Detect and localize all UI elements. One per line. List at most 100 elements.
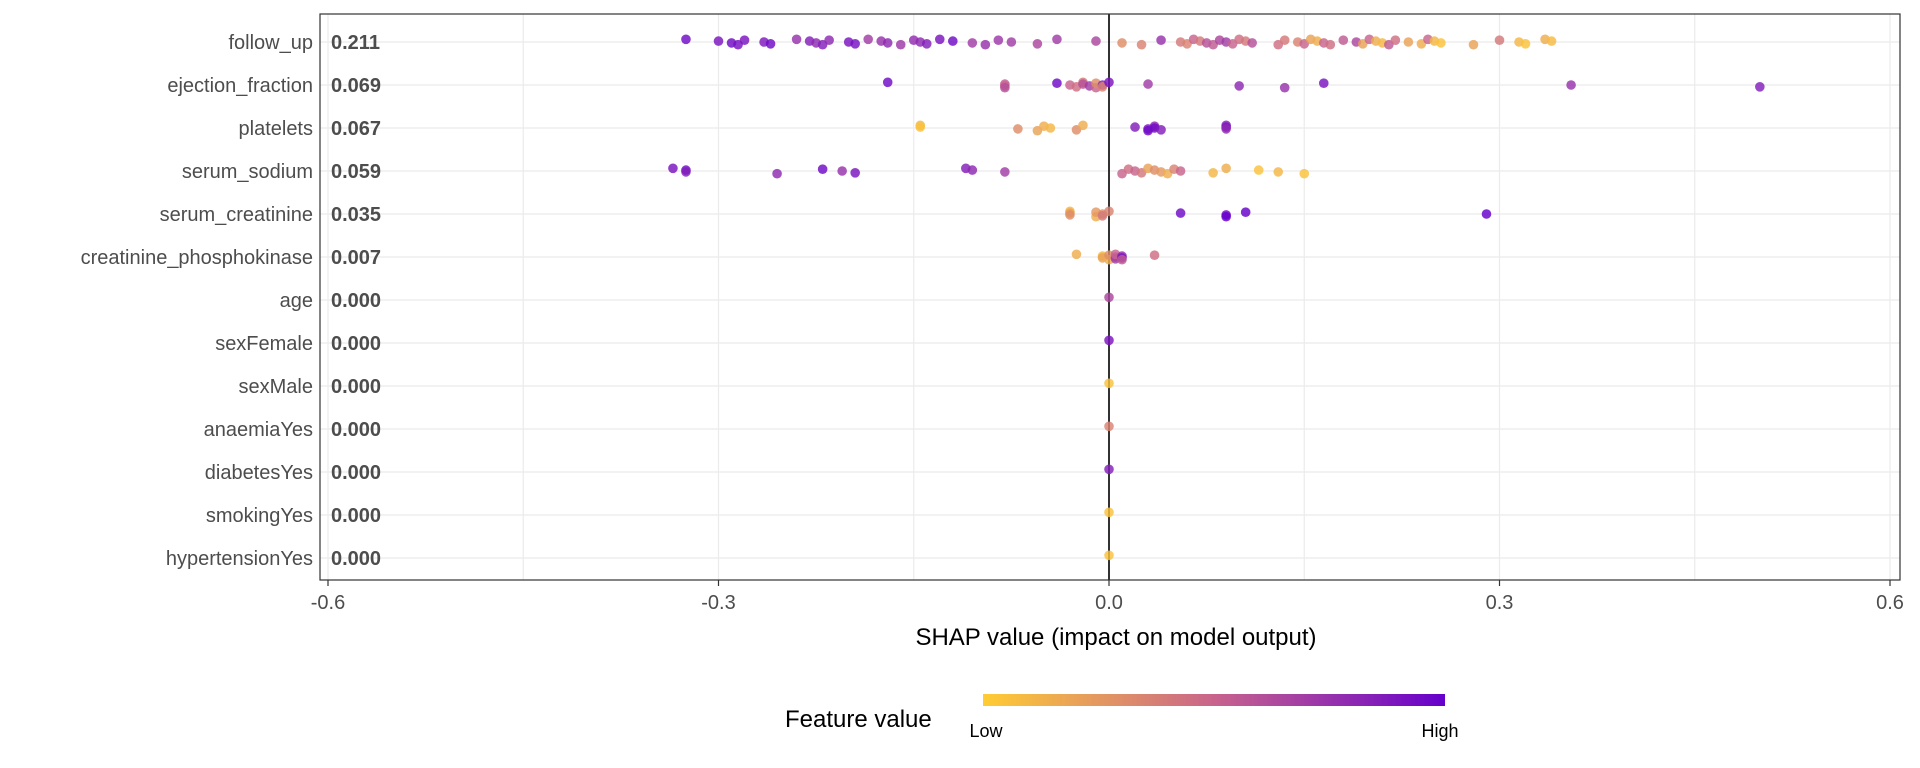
shap-point [1299, 168, 1310, 179]
shap-point [1000, 167, 1010, 177]
feature-label: ejection_fraction [167, 75, 313, 97]
shap-point [1104, 335, 1114, 346]
shap-point [1520, 39, 1531, 49]
shap-point [681, 167, 691, 177]
shap-point [1078, 120, 1088, 131]
shap-point [824, 35, 834, 45]
feature-label: anaemiaYes [204, 419, 313, 441]
shap-point [895, 39, 906, 50]
shap-point [1221, 124, 1231, 134]
feature-label: platelets [239, 118, 314, 140]
shap-point [1104, 77, 1114, 88]
shap-point [1279, 35, 1290, 45]
mean-abs-label: 0.000 [331, 376, 381, 398]
mean-values-layer: 0.211 0.069 0.067 0.059 0.035 0.007 0.000 0.000… [331, 32, 381, 570]
x-axis-label: SHAP value (impact on model output) [915, 624, 1316, 651]
shap-point [1104, 464, 1114, 475]
shap-point [1052, 34, 1062, 45]
shap-point [668, 163, 678, 174]
shap-point [713, 36, 724, 46]
shap-point [1175, 166, 1186, 176]
shap-point [1481, 209, 1492, 219]
x-tick-label: 0.0 [1095, 592, 1123, 614]
shap-point [1494, 35, 1505, 45]
shap-point [1221, 211, 1231, 222]
shap-point [882, 38, 893, 48]
shap-point [1175, 208, 1186, 218]
mean-abs-label: 0.000 [331, 505, 381, 527]
mean-abs-label: 0.059 [331, 161, 381, 183]
shap-point [1104, 421, 1114, 432]
shap-point [1325, 39, 1336, 50]
mean-abs-label: 0.000 [331, 462, 381, 484]
feature-label: follow_up [228, 32, 313, 54]
feature-label: hypertensionYes [166, 548, 313, 570]
shap-point [1318, 78, 1329, 88]
feature-label: diabetesYes [205, 462, 313, 484]
x-ticks-layer: -0.6 -0.3 0.0 0.3 0.6 [311, 580, 1904, 614]
shap-point [1156, 125, 1166, 135]
shap-point [1234, 81, 1244, 91]
legend-high-label: High [1421, 721, 1458, 741]
shap-point [850, 168, 860, 178]
mean-abs-label: 0.211 [331, 32, 380, 54]
points-layer [668, 34, 1765, 561]
mean-abs-label: 0.000 [331, 548, 381, 570]
shap-point [1104, 550, 1114, 561]
shap-point [739, 35, 750, 45]
shap-point [1032, 39, 1043, 49]
shap-point [1221, 163, 1231, 174]
shap-point [934, 34, 945, 45]
shap-point [765, 39, 776, 49]
shap-point [1390, 35, 1401, 45]
shap-point [817, 164, 828, 174]
legend: Feature value Low High [785, 694, 1459, 741]
shap-point [1149, 250, 1160, 260]
shap-point [980, 39, 991, 50]
shap-point [863, 34, 873, 45]
shap-point [1755, 82, 1765, 92]
mean-abs-label: 0.000 [331, 290, 381, 312]
x-tick-label: -0.3 [701, 592, 735, 614]
feature-labels-layer: follow_up ejection_fraction platelets serum… [81, 32, 313, 570]
mean-abs-label: 0.067 [331, 118, 381, 140]
shap-point [1240, 207, 1251, 217]
feature-label: creatinine_phosphokinase [81, 247, 313, 269]
shap-point [882, 77, 893, 88]
legend-color-bar [983, 694, 1445, 706]
shap-point [1253, 165, 1264, 175]
shap-point [1279, 82, 1290, 93]
shap-point [1104, 206, 1114, 217]
shap-point [1104, 507, 1114, 518]
plot-panel-border [319, 13, 1901, 581]
shap-point [1045, 123, 1056, 133]
shap-point [921, 39, 932, 49]
feature-label: smokingYes [206, 505, 313, 527]
x-tick-label: 0.3 [1486, 592, 1514, 614]
mean-abs-label: 0.069 [331, 75, 381, 97]
shap-point [1403, 37, 1414, 47]
feature-label: serum_sodium [182, 161, 313, 183]
shap-point [948, 36, 958, 46]
shap-point [1006, 37, 1017, 47]
shap-point [967, 38, 978, 48]
shap-point [1065, 210, 1075, 220]
mean-abs-label: 0.000 [331, 419, 381, 441]
shap-point [1104, 378, 1114, 389]
shap-point [1273, 167, 1284, 177]
shap-point [1143, 79, 1153, 89]
feature-label: serum_creatinine [160, 204, 313, 226]
mean-abs-label: 0.000 [331, 333, 381, 355]
shap-point [1013, 124, 1023, 134]
shap-point [1468, 39, 1479, 50]
mean-abs-label: 0.035 [331, 204, 381, 226]
shap-point [1338, 35, 1349, 45]
x-tick-label: -0.6 [311, 592, 345, 614]
shap-point [1052, 78, 1062, 88]
shap-point [1546, 36, 1557, 46]
x-tick-label: 0.6 [1876, 592, 1904, 614]
shap-point [850, 39, 860, 49]
legend-title: Feature value [785, 706, 932, 733]
shap-point [1104, 292, 1114, 303]
shap-point [1130, 122, 1140, 132]
